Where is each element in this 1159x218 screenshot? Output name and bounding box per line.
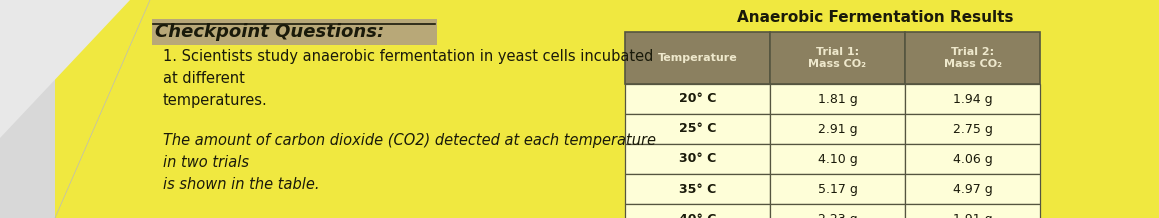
Text: 2.23 g: 2.23 g bbox=[818, 213, 858, 218]
Bar bbox=[770, 114, 905, 144]
Text: Checkpoint Questions:: Checkpoint Questions: bbox=[155, 23, 385, 41]
Bar bbox=[625, 32, 770, 84]
Bar bbox=[770, 174, 905, 204]
Text: 20° C: 20° C bbox=[679, 92, 716, 106]
Text: is shown in the table.: is shown in the table. bbox=[163, 177, 320, 192]
Text: 1.94 g: 1.94 g bbox=[953, 92, 992, 106]
Bar bbox=[905, 114, 1040, 144]
Text: 2.91 g: 2.91 g bbox=[818, 123, 858, 136]
Text: 40° C: 40° C bbox=[679, 213, 716, 218]
Bar bbox=[905, 204, 1040, 218]
Text: Anaerobic Fermentation Results: Anaerobic Fermentation Results bbox=[737, 10, 1013, 25]
Bar bbox=[625, 144, 770, 174]
Text: 1. Scientists study anaerobic fermentation in yeast cells incubated: 1. Scientists study anaerobic fermentati… bbox=[163, 49, 654, 64]
Bar bbox=[770, 32, 905, 84]
Text: 25° C: 25° C bbox=[679, 123, 716, 136]
Text: 2.75 g: 2.75 g bbox=[953, 123, 992, 136]
Text: Trial 1:
Mass CO₂: Trial 1: Mass CO₂ bbox=[809, 47, 867, 69]
Text: 4.06 g: 4.06 g bbox=[953, 153, 992, 165]
Text: 30° C: 30° C bbox=[679, 153, 716, 165]
Bar bbox=[625, 114, 770, 144]
Text: Temperature: Temperature bbox=[657, 53, 737, 63]
Bar bbox=[625, 174, 770, 204]
Text: 1.81 g: 1.81 g bbox=[817, 92, 858, 106]
Bar bbox=[625, 84, 770, 114]
Bar bbox=[770, 144, 905, 174]
Bar bbox=[770, 84, 905, 114]
Bar bbox=[905, 84, 1040, 114]
Bar bbox=[770, 204, 905, 218]
Text: 1.91 g: 1.91 g bbox=[953, 213, 992, 218]
Text: in two trials: in two trials bbox=[163, 155, 249, 170]
Bar bbox=[905, 174, 1040, 204]
Text: 5.17 g: 5.17 g bbox=[817, 182, 858, 196]
Bar bbox=[905, 32, 1040, 84]
Text: 4.97 g: 4.97 g bbox=[953, 182, 992, 196]
Bar bbox=[152, 19, 437, 45]
Text: at different: at different bbox=[163, 71, 245, 86]
Text: temperatures.: temperatures. bbox=[163, 93, 268, 108]
Text: 35° C: 35° C bbox=[679, 182, 716, 196]
Bar bbox=[625, 204, 770, 218]
Text: 4.10 g: 4.10 g bbox=[817, 153, 858, 165]
Text: Trial 2:
Mass CO₂: Trial 2: Mass CO₂ bbox=[943, 47, 1001, 69]
Bar bbox=[0, 0, 54, 218]
Text: The amount of carbon dioxide (CO2) detected at each temperature: The amount of carbon dioxide (CO2) detec… bbox=[163, 133, 656, 148]
Polygon shape bbox=[0, 0, 130, 138]
Bar bbox=[905, 144, 1040, 174]
